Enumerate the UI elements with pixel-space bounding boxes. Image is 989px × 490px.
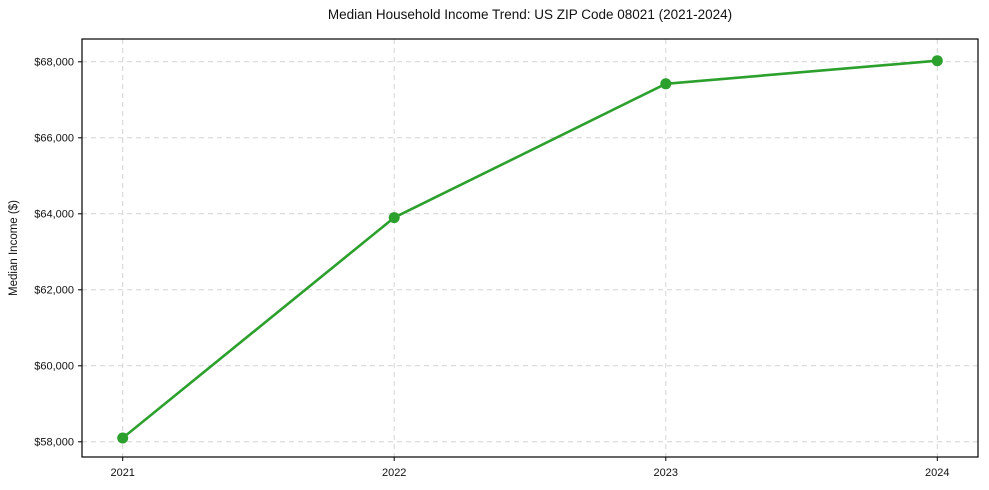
plot-border <box>81 38 979 458</box>
y-tick-label: $68,000 <box>34 57 74 69</box>
x-tick-label: 2024 <box>925 467 949 479</box>
chart-title: Median Household Income Trend: US ZIP Co… <box>327 7 733 22</box>
trend-line <box>121 59 939 440</box>
y-tick-label: $62,000 <box>34 285 74 297</box>
data-point-2023 <box>660 78 672 90</box>
data-point-2024 <box>931 55 943 67</box>
x-tick-label: 2021 <box>110 467 134 479</box>
data-point-2022 <box>388 212 400 224</box>
y-tick-label: $66,000 <box>34 133 74 145</box>
x-tick-label: 2022 <box>382 467 406 479</box>
data-point-2021 <box>117 432 129 444</box>
x-tick-label: 2023 <box>654 467 678 479</box>
y-tick-label: $64,000 <box>34 209 74 221</box>
y-tick-label: $60,000 <box>34 361 74 373</box>
y-tick-label: $58,000 <box>34 437 74 449</box>
